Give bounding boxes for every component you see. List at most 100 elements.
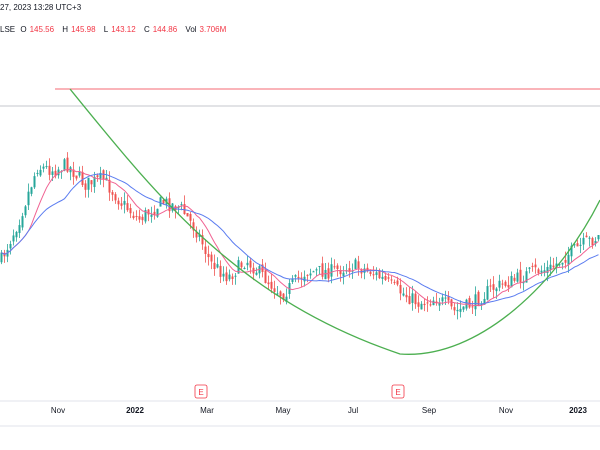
candle-body [366, 267, 369, 271]
candle-body [402, 293, 405, 296]
candle-body [216, 264, 219, 268]
candle-body [543, 270, 546, 273]
candle-body [24, 206, 27, 216]
x-tick-label: Mar [200, 406, 214, 415]
candle-body [111, 192, 114, 195]
candle-body [219, 265, 222, 277]
candle-body [213, 262, 216, 270]
candle-body [162, 199, 165, 204]
candle-body [573, 244, 576, 246]
candle-body [39, 169, 42, 176]
candle-body [93, 176, 96, 188]
close-label: C [143, 25, 150, 34]
candle-body [315, 269, 318, 271]
candle-body [555, 263, 558, 267]
datetime-text: 27, 2023 13:28 UTC+3 [0, 3, 82, 12]
cup-pattern-curve [69, 88, 600, 355]
candle-body [321, 263, 324, 277]
earnings-marker-label: E [198, 388, 203, 397]
candle-body [135, 216, 138, 218]
header-datetime: 27, 2023 13:28 UTC+3 [0, 3, 81, 12]
candle-body [468, 298, 471, 308]
candle-body [207, 253, 210, 258]
candle-body [567, 254, 570, 265]
candle-body [147, 209, 150, 215]
earnings-marker[interactable]: E [391, 384, 405, 399]
moving-average-fast [1, 168, 599, 307]
candle-body [234, 275, 237, 277]
candle-body [576, 243, 579, 247]
candle-body [546, 266, 549, 273]
candle-body [480, 303, 483, 306]
candle-body [84, 183, 87, 190]
candle-body [33, 176, 36, 188]
candle-body [582, 237, 585, 245]
candle-body [495, 288, 498, 292]
candle-body [594, 240, 597, 244]
candle-body [579, 244, 582, 246]
high-label: H [62, 25, 69, 34]
x-tick-label: 2023 [569, 406, 587, 415]
candle-body [312, 271, 315, 273]
candle-body [318, 265, 321, 267]
candle-body [153, 211, 156, 215]
candle-body [393, 281, 396, 283]
candle-body [342, 272, 345, 276]
candle-body [51, 171, 54, 175]
candle-body [348, 268, 351, 272]
x-tick-label: Nov [499, 406, 513, 415]
candle-body [507, 284, 510, 288]
candle-body [9, 243, 12, 249]
candle-body [141, 216, 144, 221]
candle-body [204, 246, 207, 254]
candle-body [294, 275, 297, 277]
candle-body [156, 208, 159, 217]
candle-body [81, 171, 84, 185]
candle-body [42, 166, 45, 169]
open-value: 145.56 [29, 25, 55, 34]
close-value: 144.86 [152, 25, 178, 34]
candle-body [243, 268, 246, 270]
earnings-marker-label: E [395, 388, 400, 397]
candle-body [459, 308, 462, 312]
candle-body [249, 260, 252, 268]
candle-body [117, 200, 120, 205]
candle-body [159, 197, 162, 207]
candle-body [435, 301, 438, 304]
earnings-marker[interactable]: E [194, 384, 208, 399]
candle-body [486, 286, 489, 300]
candle-body [36, 172, 39, 174]
candle-body [264, 270, 267, 284]
candle-body [300, 277, 303, 279]
candle-body [354, 259, 357, 269]
candle-body [381, 276, 384, 279]
candle-body [456, 309, 459, 312]
earnings-marker-box [194, 384, 208, 399]
candle-body [15, 231, 18, 238]
candle-body [564, 259, 567, 263]
candle-body [471, 306, 474, 308]
candle-body [516, 272, 519, 282]
candle-body [450, 299, 453, 307]
candle-body [558, 264, 561, 266]
candle-body [432, 300, 435, 306]
candle-body [291, 279, 294, 282]
candle-body [99, 172, 102, 179]
candle-body [498, 280, 501, 288]
x-tick-label: 2022 [126, 406, 144, 415]
candle-body [120, 203, 123, 206]
candle-body [513, 277, 516, 281]
candle-body [561, 262, 564, 265]
candle-body [198, 233, 201, 237]
candle-body [114, 194, 117, 201]
candle-body [489, 285, 492, 287]
candle-body [588, 237, 591, 239]
candle-body [492, 284, 495, 290]
candle-body [372, 274, 375, 276]
candle-body [201, 235, 204, 245]
candle-body [189, 214, 192, 221]
candle-body [282, 293, 285, 300]
candle-body [96, 175, 99, 177]
candle-body [183, 204, 186, 215]
